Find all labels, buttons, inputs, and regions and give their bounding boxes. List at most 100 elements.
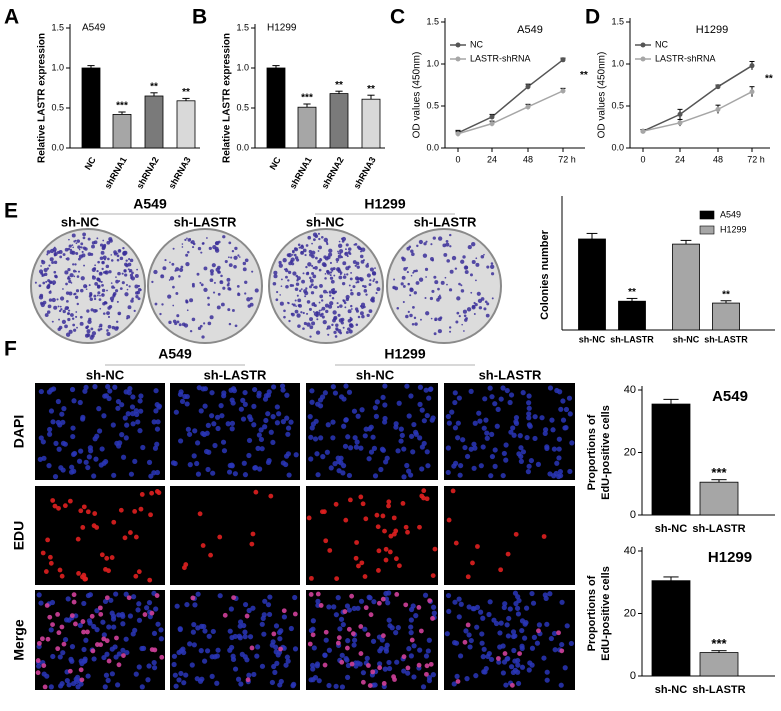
x-tick-label: sh-NC (655, 523, 687, 535)
nucleus (336, 468, 342, 474)
colony (122, 251, 127, 256)
y-tick-label: 0.5 (236, 102, 249, 112)
colony (74, 263, 77, 266)
edu-cell (383, 546, 389, 552)
colony (104, 301, 108, 305)
colony (282, 258, 287, 263)
significance: *** (116, 101, 128, 112)
nucleus (284, 654, 290, 660)
edu-cell (362, 574, 368, 579)
nucleus (559, 599, 565, 605)
colony (48, 290, 52, 294)
colony (354, 276, 360, 281)
colony (172, 285, 175, 289)
edu-cell (344, 645, 350, 651)
nucleus (463, 628, 469, 634)
colony (301, 279, 305, 284)
nucleus (274, 660, 280, 666)
colony (106, 329, 109, 332)
colony (181, 243, 184, 245)
colony (309, 317, 314, 322)
nucleus (520, 449, 527, 455)
nucleus (370, 638, 377, 644)
nucleus (492, 447, 498, 453)
nucleus (260, 615, 266, 621)
colony (422, 253, 428, 258)
nucleus (140, 444, 146, 451)
colony (321, 306, 326, 311)
colony (231, 249, 235, 253)
nucleus (252, 386, 258, 393)
colony (88, 294, 92, 298)
nucleus (526, 393, 532, 399)
edu-cell (42, 684, 48, 690)
nucleus (331, 604, 337, 610)
nucleus (340, 621, 346, 628)
edu-cell (81, 572, 87, 578)
edu-cell (133, 573, 139, 579)
colony (175, 291, 179, 295)
nucleus (279, 383, 286, 389)
edu-cell (405, 529, 410, 535)
colony (318, 268, 322, 272)
colony (104, 270, 108, 274)
nucleus (155, 621, 161, 627)
edu-cell (428, 661, 434, 667)
nucleus (151, 665, 158, 671)
nucleus (293, 452, 299, 458)
nucleus (58, 465, 64, 471)
colony (161, 303, 164, 306)
colony (129, 258, 134, 263)
colony (407, 310, 410, 314)
nucleus (492, 401, 498, 407)
colony (460, 259, 465, 264)
colony (338, 240, 341, 243)
nucleus (178, 670, 184, 677)
nucleus (123, 435, 129, 441)
colony (294, 287, 299, 292)
colony (306, 271, 310, 275)
colony (308, 307, 312, 311)
nucleus (130, 411, 136, 417)
colony (44, 313, 49, 318)
group-label: A549 (158, 346, 192, 362)
colony (359, 311, 364, 316)
colony (336, 302, 339, 305)
nucleus (310, 421, 317, 427)
edu-cell (73, 621, 78, 627)
nucleus (471, 465, 477, 471)
colony (102, 243, 107, 248)
colony (416, 244, 419, 248)
nucleus (408, 653, 414, 659)
edu-cell (148, 512, 153, 518)
nucleus (48, 684, 54, 690)
column-label: sh-NC (356, 367, 395, 382)
colony (227, 256, 230, 259)
nucleus (549, 417, 555, 423)
colony (485, 313, 490, 318)
colony (401, 257, 406, 262)
colony (315, 330, 321, 335)
colony (371, 299, 375, 303)
nucleus (405, 670, 411, 676)
nucleus (101, 632, 107, 638)
x-tick-label: shRNA3 (167, 155, 193, 190)
nucleus (526, 411, 532, 417)
colony (88, 317, 92, 321)
colony (42, 300, 47, 305)
nucleus (520, 390, 526, 396)
edu-cell (222, 612, 228, 618)
nucleus (368, 449, 375, 455)
colony (90, 308, 94, 312)
nucleus (38, 435, 44, 441)
colony (483, 307, 487, 311)
colony (47, 283, 51, 287)
nucleus (112, 644, 118, 650)
nucleus (421, 418, 427, 424)
nucleus (277, 636, 283, 642)
nucleus (408, 606, 415, 613)
edu-cell (370, 669, 376, 675)
nucleus (466, 604, 472, 610)
nucleus (479, 640, 485, 646)
nucleus (214, 653, 220, 659)
